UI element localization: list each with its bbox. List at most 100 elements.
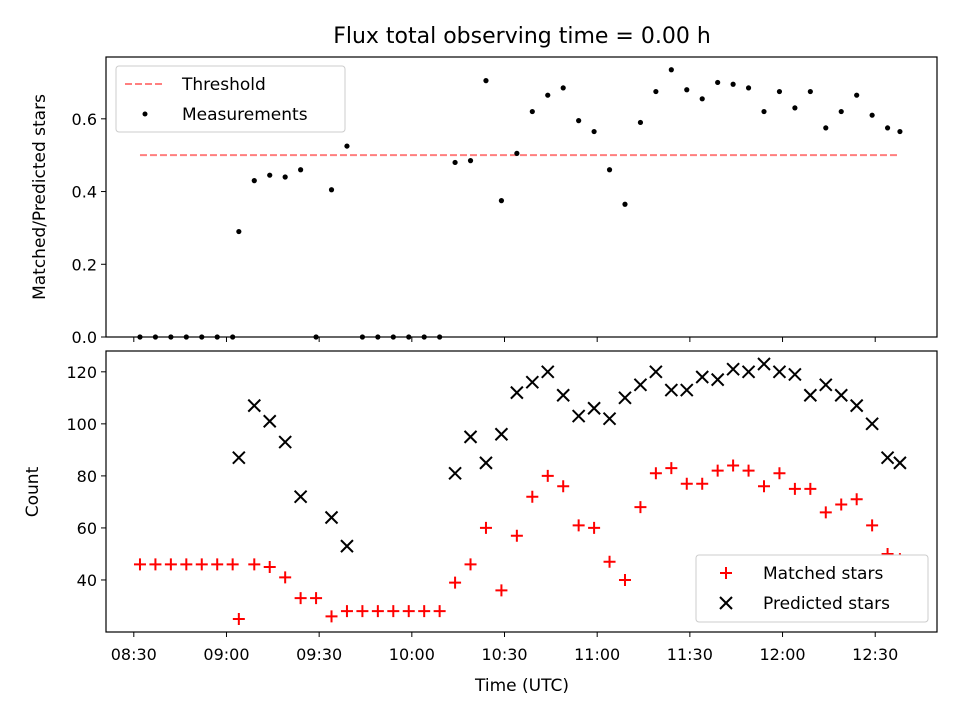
predicted-star-point [541,365,555,379]
measurements-legend-label: Measurements [182,105,308,125]
threshold-legend-label: Threshold [181,75,266,95]
matched-star-point [248,558,261,571]
top-legend: Threshold Measurements [115,65,346,133]
predicted-star-point [819,378,833,392]
predicted-star-point [494,427,509,441]
predicted-star-point [278,435,292,449]
measurement-point [483,78,489,84]
matched-star-point [866,519,879,532]
top-y-axis-label: Matched/Predicted stars [30,94,50,300]
predicted-star-point [232,450,246,465]
predicted-star-point [893,456,907,470]
measurement-point [199,334,205,340]
measurement-point [498,198,505,204]
bottom-panel: 40 60 80 100 120 08:30 09:00 09:30 10:00 10:30 11:… [23,350,938,696]
measurement-point [282,174,288,180]
measurement-point [168,334,174,340]
matched-star-point [557,480,570,493]
x-tick-label: 11:00 [574,645,620,664]
predicted-legend-label: Predicted stars [763,594,890,614]
x-tick-label: 10:00 [389,645,435,664]
matched-star-point [835,498,848,511]
predicted-star-point [293,489,308,504]
predicted-star-point [865,417,879,431]
measurement-point [591,128,597,135]
matched-star-point [618,573,631,586]
matched-star-point [665,462,678,475]
measurement-point [653,88,659,95]
predicted-star-point [463,430,478,444]
matched-star-point [479,521,492,534]
matched-star-point [634,501,647,514]
measurement-point [236,228,242,235]
measurement-point [514,150,520,156]
predicted-star-point [324,510,339,525]
matched-star-point [387,605,400,618]
predicted-star-point [803,388,818,402]
top-legend-box [115,65,346,133]
matched-star-point [649,467,662,480]
bottom-legend: Matched stars Predicted stars [695,554,929,623]
matched-star-point [541,469,554,482]
matched-star-point [850,493,863,506]
predicted-star-point [602,411,617,426]
measurements-legend-key [142,111,148,117]
matched-star-point [696,477,709,490]
matched-star-point [758,480,771,493]
predicted-star-point [448,466,462,480]
predicted-star-point [741,365,756,379]
measurement-point [637,119,644,126]
predicted-star-point [695,370,709,384]
matched-star-point [727,459,740,472]
measurement-point [668,67,674,73]
bottom-y-tick-label: 60 [77,519,97,538]
matched-star-point [495,584,508,597]
predicted-star-point [726,362,740,376]
measurement-point [715,79,721,86]
matched-star-point [433,605,446,618]
measurement-point [359,334,366,340]
measurement-point [730,81,736,87]
measurement-point [560,85,566,91]
measurement-point [576,118,582,124]
top-panel: 0.0 0.2 0.4 0.6 Matched/Predicted stars Thr… [30,56,938,347]
measurement-point [437,334,443,340]
matched-star-point [226,558,239,571]
matched-star-point [164,558,177,571]
bottom-y-tick-label: 100 [66,415,97,434]
matched-star-point [149,558,162,571]
predicted-star-point [633,378,648,392]
predicted-star-point [556,388,570,402]
bottom-y-axis-label: Count [23,466,43,517]
predicted-star-point [680,383,694,397]
measurement-point [390,334,396,340]
matched-star-point [773,467,786,480]
predicted-star-point [788,367,802,382]
predicted-star-point [525,375,540,389]
predicted-star-point [880,450,895,465]
measurement-point [884,125,891,131]
bottom-y-tick-label: 80 [77,467,97,486]
matched-star-point [603,555,616,568]
top-y-tick-label: 0.6 [72,110,97,129]
matched-star-point [356,605,369,618]
predicted-legend-key [719,596,733,610]
measurement-point [745,85,752,91]
x-tick-label: 11:30 [667,645,713,664]
x-axis-label: Time (UTC) [474,676,569,696]
matched-legend-label: Matched stars [763,564,883,584]
matched-star-point [526,490,539,503]
matched-star-point [279,571,292,584]
matched-star-point [402,605,415,618]
matched-star-point [680,477,693,490]
measurement-point [854,92,860,98]
measurement-point [230,334,236,340]
predicted-star-point [849,398,864,413]
measurement-point [897,128,903,135]
matched-star-point [263,560,276,573]
predicted-star-point [263,414,277,428]
matched-star-point [804,482,817,495]
predicted-star-point [834,388,848,402]
matched-star-point [572,519,585,532]
measurement-point [137,334,143,340]
